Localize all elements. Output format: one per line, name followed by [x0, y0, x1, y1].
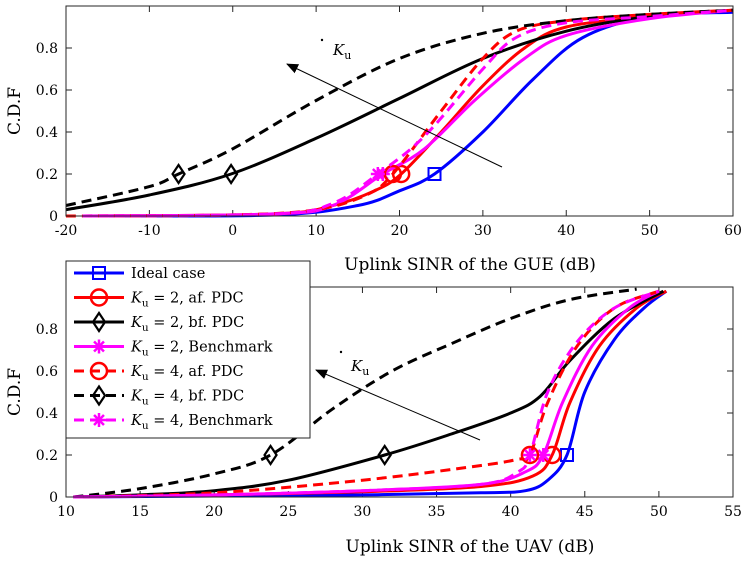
- series-marker-gue-5: [171, 163, 186, 185]
- legend-box: [65, 260, 311, 439]
- x-tick-label-uav: 35: [428, 504, 446, 520]
- x-tick-label-gue: 10: [307, 223, 325, 239]
- y-tick-label-gue: 0: [49, 209, 58, 225]
- series-line-gue-2: [65, 8, 734, 212]
- x-tick-label-uav: 45: [576, 504, 594, 520]
- x-tick-label-uav: 15: [131, 504, 149, 520]
- x-tick-label-uav: 40: [502, 504, 520, 520]
- y-tick-label-uav: 0.4: [36, 406, 58, 422]
- annotation-arrow-uav: [315, 369, 481, 441]
- legend-marker-5: [91, 384, 107, 407]
- legend-marker-4: [89, 361, 109, 381]
- series-line-gue-6: [82, 8, 734, 218]
- series-marker-gue-4: [383, 164, 403, 184]
- legend: Ideal case Ku = 2, af. PDC Ku = 2, bf. PDC…: [65, 260, 311, 439]
- legend-label-5: Ku = 4, bf. PDC: [130, 389, 244, 408]
- series-line-uav-4: [73, 289, 660, 499]
- series-uav: [73, 287, 668, 499]
- y-tick-label-gue: 0.4: [36, 125, 58, 141]
- annotation-dot-gue: [320, 38, 324, 42]
- y-tick-label-uav: 0.6: [36, 364, 58, 380]
- x-tick-label-gue: -10: [138, 223, 161, 239]
- legend-marker-0: [92, 266, 106, 280]
- x-tick-label-uav: 10: [57, 504, 75, 520]
- ylabel-gue: C.D.F: [5, 87, 25, 135]
- y-tick-label-uav: 0: [49, 490, 58, 506]
- y-tick-label-uav: 0.8: [36, 322, 58, 338]
- series-gue: [65, 8, 734, 218]
- series-line-uav-6: [73, 289, 660, 499]
- ylabel-uav: C.D.F: [5, 368, 25, 416]
- annotation-dot-uav: [339, 350, 343, 354]
- x-tick-label-gue: -20: [55, 223, 78, 239]
- x-tick-label-uav: 25: [279, 504, 297, 520]
- x-tick-label-gue: 30: [474, 223, 492, 239]
- x-tick-label-gue: 20: [391, 223, 409, 239]
- series-marker-uav-5: [263, 444, 278, 466]
- legend-label-6: Ku = 4, Benchmark: [130, 413, 273, 432]
- series-line-uav-5: [73, 287, 637, 499]
- series-line-gue-5: [65, 8, 734, 207]
- series-marker-uav-2: [377, 444, 392, 466]
- plot-area-gue: [66, 6, 733, 216]
- xlabel-uav: Uplink SINR of the UAV (dB): [346, 537, 595, 557]
- legend-marker-2: [91, 311, 107, 333]
- legend-marker-3: [92, 339, 106, 354]
- x-tick-label-uav: 55: [724, 504, 742, 520]
- plot-frame-gue: [65, 5, 734, 217]
- x-tick-label-gue: 40: [557, 223, 575, 239]
- legend-label-4: Ku = 4, af. PDC: [130, 364, 244, 383]
- legend-marker-1: [89, 288, 109, 307]
- y-tick-label-gue: 0.8: [36, 41, 58, 57]
- x-tick-label-uav: 50: [650, 504, 668, 520]
- x-tick-label-uav: 20: [205, 504, 223, 520]
- xlabel-gue: Uplink SINR of the GUE (dB): [344, 255, 596, 275]
- y-tick-label-gue: 0.2: [36, 167, 58, 183]
- series-marker-gue-6: [370, 167, 385, 181]
- legend-marker-6: [92, 413, 106, 427]
- legend-label-2: Ku = 2, bf. PDC: [130, 315, 244, 334]
- ticks-gue: -20 -10 0 10 20 30 40 50 60 0 0.2 0.4 0.6 0.8: [36, 6, 742, 239]
- legend-label-1: Ku = 2, af. PDC: [130, 291, 244, 310]
- legend-label-3: Ku = 2, Benchmark: [130, 340, 273, 359]
- x-tick-label-gue: 60: [724, 223, 742, 239]
- legend-label-0: Ideal case: [131, 266, 205, 282]
- x-tick-label-gue: 50: [641, 223, 659, 239]
- series-marker-uav-4: [520, 445, 540, 465]
- x-tick-label-gue: 0: [228, 223, 237, 239]
- y-tick-label-uav: 0.2: [36, 448, 58, 464]
- series-marker-uav-6: [522, 448, 537, 462]
- series-line-uav-0: [73, 289, 668, 499]
- annotation-arrow-gue: [286, 63, 503, 168]
- y-tick-label-gue: 0.6: [36, 83, 58, 99]
- series-marker-gue-0: [427, 167, 442, 181]
- series-marker-gue-2: [223, 163, 239, 185]
- x-tick-label-uav: 30: [354, 504, 372, 520]
